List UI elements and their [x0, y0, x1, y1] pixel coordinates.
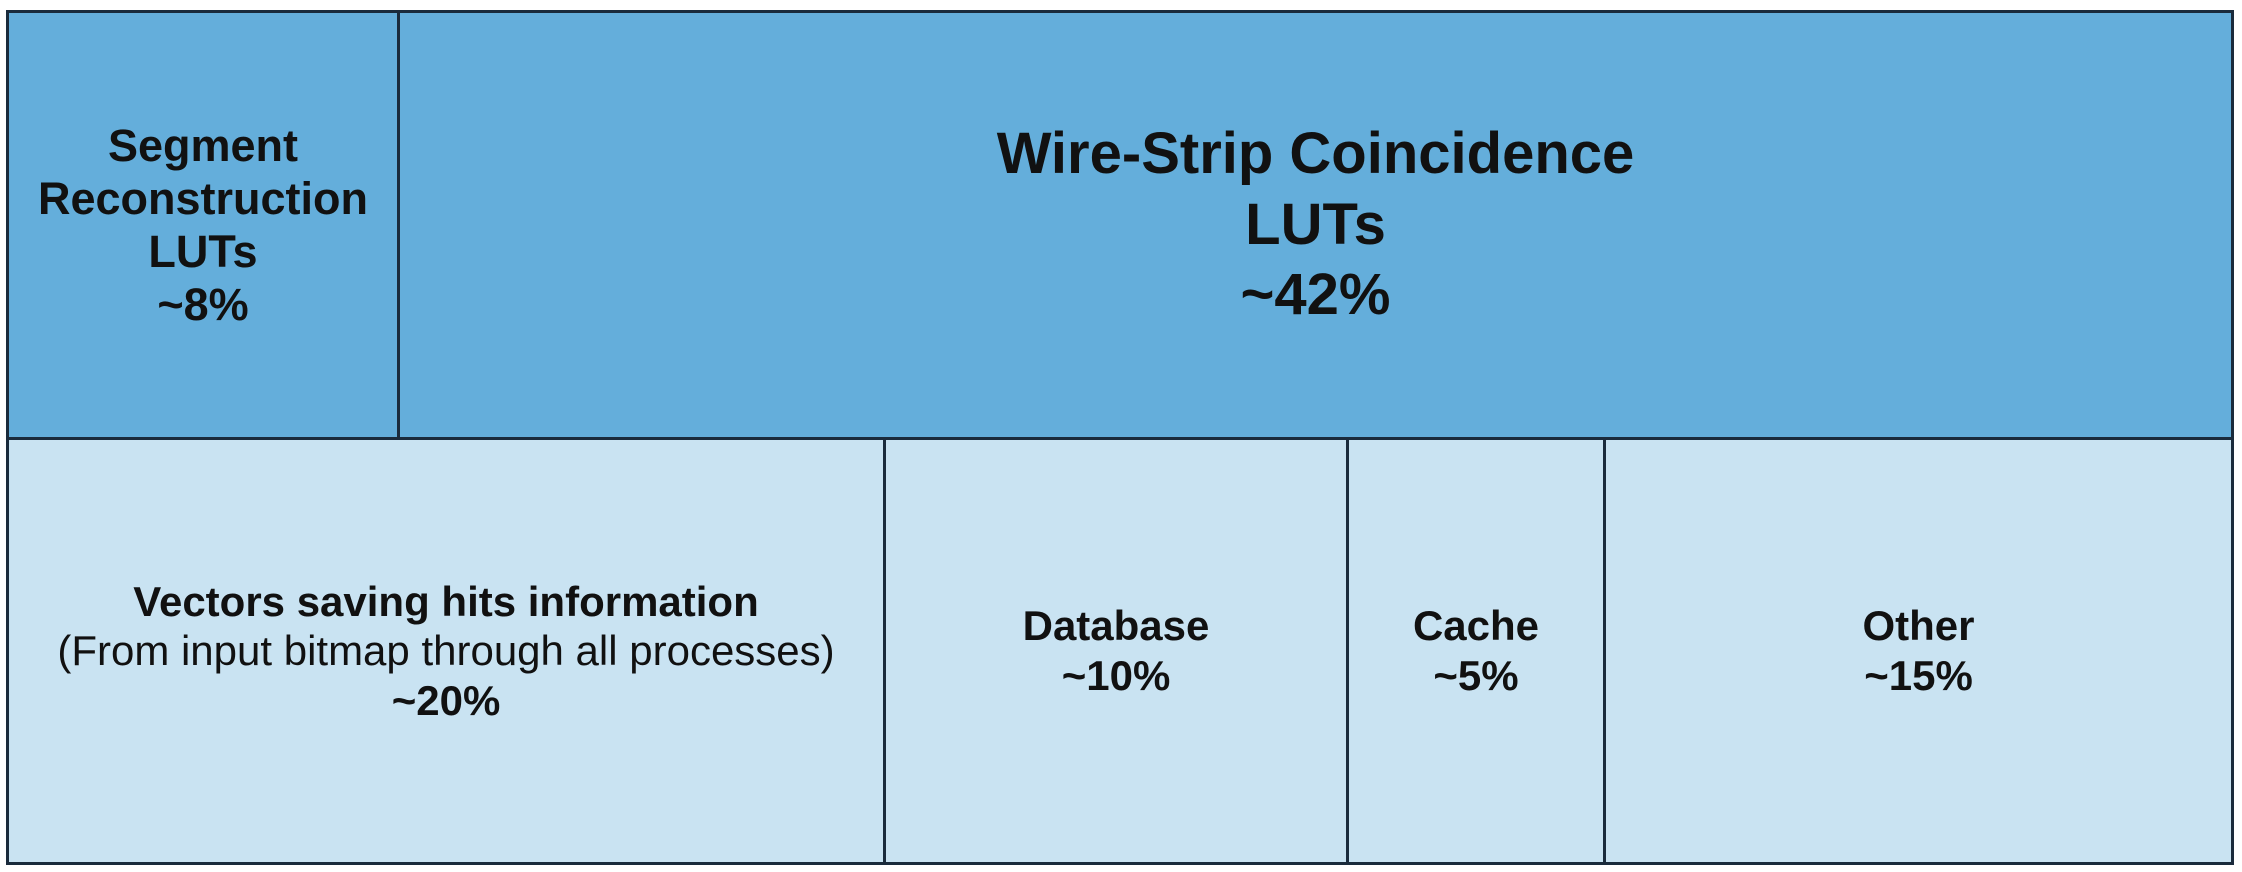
segment-label-line-1: Segment — [108, 119, 298, 172]
cache-title: Cache — [1413, 601, 1539, 651]
wire-strip-coincidence-luts-block: Wire-Strip Coincidence LUTs ~42% — [397, 10, 2234, 440]
segment-reconstruction-luts-block: Segment Reconstruction LUTs ~8% — [6, 10, 400, 440]
vectors-subtitle: (From input bitmap through all processes… — [57, 626, 834, 676]
database-percent: ~10% — [1062, 651, 1171, 701]
database-block: Database ~10% — [883, 437, 1349, 865]
wire-strip-percent: ~42% — [1241, 260, 1391, 331]
segment-percent: ~8% — [157, 278, 248, 331]
segment-label-line-2: Reconstruction — [38, 172, 368, 225]
cache-percent: ~5% — [1433, 651, 1518, 701]
other-percent: ~15% — [1864, 651, 1973, 701]
cache-block: Cache ~5% — [1346, 437, 1606, 865]
vectors-title: Vectors saving hits information — [133, 577, 758, 627]
other-block: Other ~15% — [1603, 437, 2234, 865]
database-title: Database — [1023, 601, 1210, 651]
wire-strip-label-line-1: Wire-Strip Coincidence — [997, 119, 1635, 190]
wire-strip-label-line-2: LUTs — [1245, 190, 1386, 261]
segment-label-line-3: LUTs — [148, 225, 257, 278]
vectors-percent: ~20% — [392, 676, 501, 726]
vectors-hits-information-block: Vectors saving hits information (From in… — [6, 437, 886, 865]
other-title: Other — [1862, 601, 1974, 651]
